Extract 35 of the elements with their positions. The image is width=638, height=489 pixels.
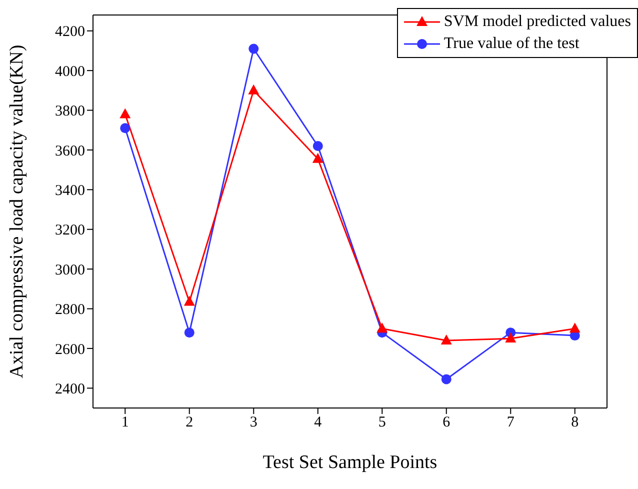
x-tick-label: 3 — [250, 414, 258, 431]
legend-label: True value of the test — [444, 35, 580, 53]
y-tick-label: 3000 — [55, 262, 85, 278]
y-axis-title: Axial compressive load capacity value(KN) — [6, 44, 28, 378]
x-tick-label: 5 — [378, 414, 386, 431]
y-tick-label: 3800 — [55, 104, 85, 120]
point — [248, 84, 260, 94]
x-axis-title: Test Set Sample Points — [262, 452, 438, 473]
y-tick-label: 3600 — [55, 143, 85, 160]
point — [441, 374, 452, 384]
x-tick-label: 2 — [186, 414, 194, 431]
point — [184, 328, 194, 338]
legend-label: SVM model predicted values — [444, 13, 631, 31]
x-tick-label: 1 — [121, 414, 129, 431]
point — [248, 44, 259, 54]
x-tick-label: 7 — [506, 414, 515, 431]
point — [120, 108, 131, 118]
point — [312, 152, 324, 163]
point — [120, 123, 130, 134]
point — [505, 332, 516, 343]
point — [184, 296, 195, 306]
x-tick-label: 6 — [442, 414, 451, 431]
y-tick-label: 4200 — [55, 24, 85, 40]
y-tick-label: 3200 — [55, 222, 85, 239]
point — [376, 322, 388, 333]
point — [312, 141, 323, 151]
y-tick-label: 2400 — [55, 381, 85, 398]
x-tick-label: 8 — [571, 414, 579, 431]
y-tick-label: 4000 — [55, 64, 85, 80]
y-tick-label: 2800 — [55, 302, 85, 318]
point — [440, 334, 452, 345]
y-tick-label: 3400 — [55, 182, 85, 199]
y-tick-label: 2600 — [55, 342, 85, 358]
x-tick-label: 4 — [314, 414, 322, 431]
point — [569, 322, 580, 333]
